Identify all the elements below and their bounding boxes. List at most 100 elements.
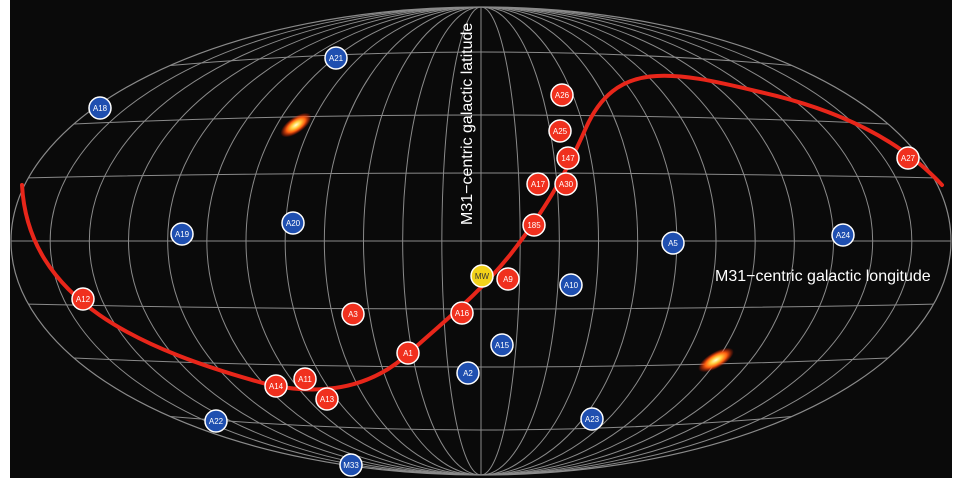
marker-a13: A13 (315, 387, 339, 411)
marker-147: 147 (556, 146, 580, 170)
marker-label: A16 (455, 309, 470, 318)
marker-label: MW (475, 272, 490, 281)
marker-label: A25 (553, 127, 568, 136)
marker-a25: A25 (548, 119, 572, 143)
marker-a12: A12 (71, 287, 95, 311)
grid-parallel (28, 303, 934, 310)
marker-circle (554, 172, 578, 196)
grid-parallel (73, 114, 889, 125)
marker-label: 147 (561, 154, 575, 163)
marker-circle (204, 409, 228, 433)
marker-label: A13 (320, 395, 335, 404)
marker-m33: M33 (339, 453, 363, 477)
marker-label: A5 (668, 239, 678, 248)
marker-a14: A14 (264, 374, 288, 398)
marker-circle (661, 231, 685, 255)
marker-circle (324, 46, 348, 70)
marker-circle (496, 267, 520, 291)
marker-circle (281, 211, 305, 235)
marker-circle (71, 287, 95, 311)
marker-label: A27 (901, 154, 916, 163)
marker-circle (896, 146, 920, 170)
marker-label: A3 (348, 310, 358, 319)
galaxy-markers: A21 A18 A26 A25 147 A17 A30 A27 185 A19 A20 A5 A24 MW… (71, 46, 920, 477)
marker-circle (490, 333, 514, 357)
marker-circle (341, 302, 365, 326)
marker-a22: A22 (204, 409, 228, 433)
marker-a19: A19 (170, 222, 194, 246)
marker-a15: A15 (490, 333, 514, 357)
marker-a9: A9 (496, 267, 520, 291)
marker-circle (339, 453, 363, 477)
marker-a3: A3 (341, 302, 365, 326)
marker-label: 185 (527, 221, 541, 230)
marker-a21: A21 (324, 46, 348, 70)
marker-label: A9 (503, 275, 513, 284)
marker-label: A19 (175, 230, 190, 239)
marker-circle (522, 213, 546, 237)
marker-a20: A20 (281, 211, 305, 235)
grid-parallel (73, 357, 889, 368)
marker-circle (450, 301, 474, 325)
marker-label: A2 (463, 369, 473, 378)
marker-circle (550, 83, 574, 107)
marker-label: A22 (209, 417, 224, 426)
emission-blobs (280, 112, 734, 373)
marker-a17: A17 (526, 172, 550, 196)
marker-a10: A10 (559, 273, 583, 297)
marker-a2: A2 (456, 361, 480, 385)
marker-a11: A11 (293, 367, 317, 391)
marker-circle (456, 361, 480, 385)
grid-boundary (10, 6, 952, 476)
orbital-plane-curve (20, 73, 944, 392)
marker-a26: A26 (550, 83, 574, 107)
blob-upper-left (280, 112, 312, 138)
marker-circle (293, 367, 317, 391)
marker-label: A26 (555, 91, 570, 100)
marker-circle (264, 374, 288, 398)
grid-parallel (170, 51, 792, 66)
marker-circle (315, 387, 339, 411)
marker-label: A14 (269, 382, 284, 391)
marker-a1: A1 (396, 341, 420, 365)
latitude-axis-label: M31−centric galactic latitude (459, 23, 476, 225)
marker-label: A21 (329, 54, 344, 63)
marker-a23: A23 (580, 407, 604, 431)
marker-label: M33 (343, 461, 359, 470)
marker-a30: A30 (554, 172, 578, 196)
marker-circle (526, 172, 550, 196)
marker-circle (396, 341, 420, 365)
marker-label: A24 (836, 231, 851, 240)
marker-label: A15 (495, 341, 510, 350)
marker-a27: A27 (896, 146, 920, 170)
marker-circle (88, 96, 112, 120)
marker-a24: A24 (831, 223, 855, 247)
marker-circle (548, 119, 572, 143)
coordinate-grid (11, 7, 951, 475)
blob-lower-right (698, 347, 734, 373)
marker-circle (470, 264, 494, 288)
marker-a5: A5 (661, 231, 685, 255)
marker-label: A1 (403, 349, 413, 358)
marker-label: A18 (93, 104, 108, 113)
marker-label: A17 (531, 180, 546, 189)
marker-circle (559, 273, 583, 297)
marker-label: A10 (564, 281, 579, 290)
marker-circle (580, 407, 604, 431)
marker-label: A23 (585, 415, 600, 424)
marker-circle (831, 223, 855, 247)
marker-label: A20 (286, 219, 301, 228)
marker-a16: A16 (450, 301, 474, 325)
marker-label: A11 (298, 375, 312, 384)
marker-a18: A18 (88, 96, 112, 120)
marker-185: 185 (522, 213, 546, 237)
grid-parallel (28, 172, 934, 179)
marker-label: A30 (559, 180, 574, 189)
grid-parallel (170, 416, 792, 431)
marker-circle (170, 222, 194, 246)
marker-circle (556, 146, 580, 170)
marker-mw: MW (470, 264, 494, 288)
longitude-axis-label: M31−centric galactic longitude (715, 268, 931, 285)
marker-label: A12 (76, 295, 91, 304)
